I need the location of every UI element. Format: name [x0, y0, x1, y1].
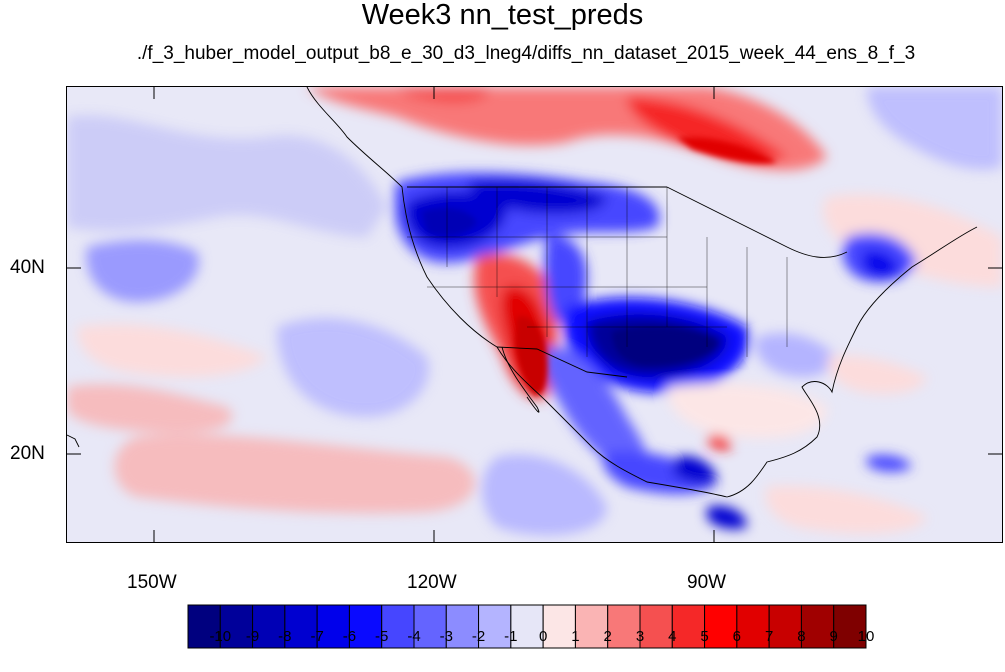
- state-borders-layer: [407, 187, 788, 357]
- colorbar-swatch: [542, 604, 576, 649]
- colorbar-swatch: [800, 604, 835, 649]
- colorbar-label: -10: [209, 628, 232, 645]
- colorbar-label: -7: [310, 628, 324, 645]
- colorbar-label: 9: [829, 628, 838, 645]
- colorbar-swatch: [348, 604, 383, 649]
- colorbar-label: 7: [764, 628, 774, 645]
- colorbar-label: -4: [407, 628, 421, 645]
- colorbar-label: -9: [245, 628, 260, 645]
- colorbar-swatch: [736, 604, 770, 649]
- lat-tick-label-40n: 40N: [10, 257, 45, 278]
- map-canvas: [67, 87, 1002, 542]
- anomaly-core-layer: [422, 136, 777, 396]
- colorbar: [187, 604, 867, 649]
- colorbar-swatch: [445, 604, 480, 649]
- plot-subtitle: ./f_3_huber_model_output_b8_e_30_d3_lneg…: [136, 43, 916, 64]
- colorbar-label: 4: [668, 628, 677, 645]
- colorbar-label: 1: [571, 628, 580, 645]
- lon-tick-label-120w: 120W: [407, 572, 457, 593]
- colorbar-label: 10: [857, 628, 875, 645]
- colorbar-swatch: [252, 604, 286, 649]
- lon-tick-label-150w: 150W: [127, 572, 177, 593]
- colorbar-swatch: [671, 604, 706, 649]
- lon-tick-label-90w: 90W: [687, 572, 727, 593]
- coastline-layer: [67, 87, 978, 498]
- map-tick-marks: [67, 87, 1002, 542]
- colorbar-label: 6: [732, 628, 742, 645]
- colorbar-swatch: [316, 604, 350, 649]
- colorbar-swatch: [639, 604, 673, 649]
- colorbar-label: 3: [635, 628, 645, 645]
- anomaly-field-layer: [67, 87, 1002, 536]
- colorbar-swatch: [413, 604, 447, 649]
- lat-tick-label-20n: 20N: [10, 443, 45, 464]
- colorbar-swatch: [574, 604, 609, 649]
- colorbar-swatch: [510, 604, 544, 649]
- plot-title: Week3 nn_test_preds: [361, 0, 644, 31]
- colorbar-label: 0: [538, 628, 548, 645]
- colorbar-label: 5: [700, 628, 709, 645]
- colorbar-label: -3: [439, 628, 453, 645]
- colorbar-label: -6: [342, 628, 357, 645]
- colorbar-label: 2: [603, 628, 612, 645]
- colorbar-swatch: [381, 604, 415, 649]
- map-panel: [66, 86, 1003, 543]
- colorbar-swatch: [478, 604, 512, 649]
- colorbar-swatch: [833, 604, 867, 649]
- colorbar-label: 8: [797, 628, 806, 645]
- colorbar-swatch: [187, 604, 221, 649]
- colorbar-label: -5: [375, 628, 389, 645]
- colorbar-label: -1: [504, 628, 518, 645]
- colorbar-label: -8: [278, 628, 292, 645]
- colorbar-swatch: [219, 604, 254, 649]
- colorbar-label: -2: [471, 628, 486, 645]
- colorbar-swatch: [607, 604, 641, 649]
